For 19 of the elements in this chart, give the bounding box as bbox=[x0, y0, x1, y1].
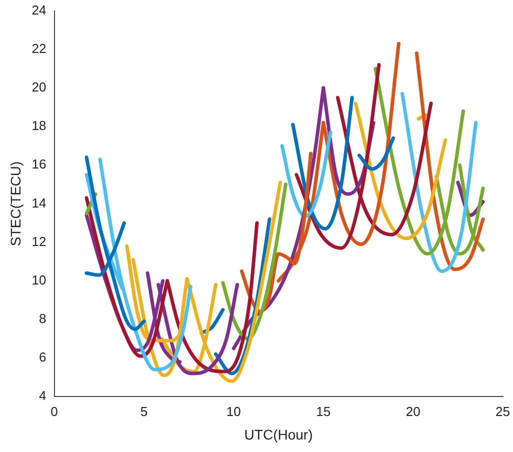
x-tick-label: 5 bbox=[140, 404, 148, 419]
x-tick-label: 10 bbox=[226, 404, 241, 419]
x-tick-label: 15 bbox=[316, 404, 331, 419]
x-tick-label: 25 bbox=[496, 404, 510, 419]
y-tick-label: 20 bbox=[32, 80, 46, 95]
y-tick-label: 6 bbox=[39, 350, 46, 365]
y-tick-label: 14 bbox=[32, 195, 46, 210]
y-tick-label: 22 bbox=[32, 40, 46, 56]
y-tick-label: 8 bbox=[39, 311, 46, 326]
y-tick-label: 18 bbox=[32, 118, 46, 134]
x-tick-label: 20 bbox=[406, 404, 420, 419]
x-axis-title: UTC(Hour) bbox=[244, 426, 313, 442]
y-axis-title: STEC(TECU) bbox=[7, 161, 24, 246]
y-tick-label: 4 bbox=[39, 388, 46, 404]
y-tick-label: 12 bbox=[32, 234, 46, 249]
y-tick-label: 24 bbox=[32, 2, 46, 18]
y-tick-label: 10 bbox=[32, 272, 46, 288]
y-tick-label: 16 bbox=[32, 156, 46, 172]
x-tick-label: 0 bbox=[50, 404, 58, 419]
